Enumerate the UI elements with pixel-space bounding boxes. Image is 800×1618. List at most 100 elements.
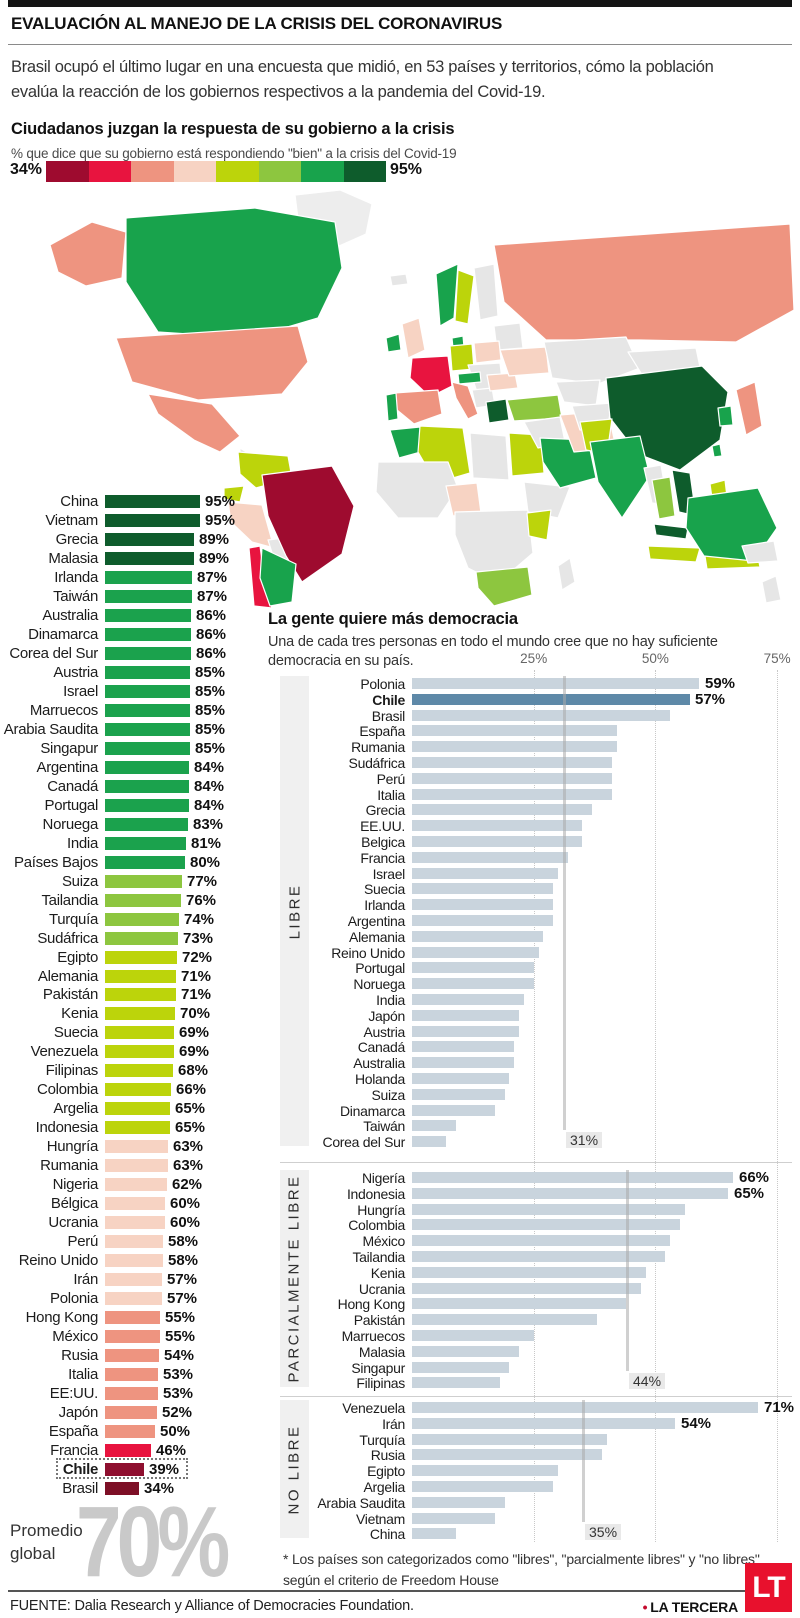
- bar-value: 71%: [181, 967, 212, 985]
- bar-value: 39%: [149, 1460, 180, 1478]
- bar-row-label: Hungría: [357, 1201, 405, 1218]
- bar-row-label: Sudáfrica: [37, 929, 98, 947]
- bar-row-label: Dinamarca: [340, 1102, 405, 1119]
- bar-row-label: Ucrania: [358, 1280, 405, 1297]
- bar: [412, 851, 568, 863]
- bar-value: 69%: [179, 1024, 210, 1042]
- bar-row-label: Noruega: [353, 976, 405, 993]
- map-region-tailandia: [651, 476, 676, 520]
- brand-bullet-icon: •: [642, 1599, 648, 1615]
- average-line: [626, 1170, 629, 1372]
- bar-row-label: EE.UU.: [360, 818, 405, 835]
- la-tercera-logo: LT: [745, 1563, 792, 1612]
- world-map: [49, 190, 795, 609]
- bar-value: 72%: [182, 948, 213, 966]
- bar-row-label: Taiwán: [53, 587, 98, 605]
- chile-highlight-box: [56, 1457, 188, 1479]
- footer-divider: [8, 1590, 792, 1592]
- bar-row-label: Singapur: [40, 739, 98, 757]
- bar-value: 57%: [167, 1271, 198, 1289]
- bar-value: 60%: [170, 1214, 201, 1232]
- bar-row-label: Bélgica: [50, 1195, 98, 1213]
- map-region-libia: [469, 432, 510, 481]
- intro-text: Brasil ocupó el último lugar en una encu…: [11, 58, 714, 101]
- bar: [105, 1425, 155, 1439]
- bar-row-label: Reino Unido: [18, 1252, 99, 1270]
- bar: [412, 1104, 495, 1116]
- bar-value: 86%: [196, 606, 227, 624]
- map-region-reino-unido: [401, 317, 426, 359]
- average-line: [563, 676, 566, 1131]
- bar: [412, 788, 612, 800]
- bar: [105, 1292, 162, 1306]
- map-region-japon: [735, 381, 763, 436]
- axis-gridline: [777, 670, 779, 1542]
- bar-row-label: Argentina: [347, 913, 406, 929]
- map-region-alaska: [49, 221, 127, 287]
- bar-row-label: Arabia Saudita: [317, 1494, 405, 1511]
- bar: [412, 1314, 597, 1326]
- bar-row-label: Canadá: [357, 1039, 406, 1056]
- bar: [412, 1433, 607, 1445]
- bar-value: 81%: [191, 834, 222, 852]
- bar-value: 60%: [170, 1195, 201, 1213]
- bar-row-label: Vietnam: [45, 511, 98, 529]
- bar: [412, 1361, 510, 1373]
- bar: [105, 1481, 139, 1495]
- bar-value: 87%: [197, 568, 228, 586]
- bar: [412, 899, 554, 911]
- bar: [105, 513, 200, 527]
- bar-value: 71%: [181, 986, 212, 1004]
- brand-lockup: • LA TERCERA: [600, 1599, 739, 1615]
- bar: [412, 1266, 646, 1278]
- bar-row-label: Argelia: [363, 1479, 406, 1495]
- bar-value: 65%: [175, 1119, 206, 1137]
- map-region-islandia: [389, 273, 409, 287]
- scale-swatch: [301, 161, 344, 182]
- bar: [105, 1102, 170, 1116]
- bar-row-label: Perú: [67, 1233, 99, 1251]
- bar-value: 89%: [199, 549, 230, 567]
- bar-value: 77%: [187, 872, 218, 890]
- group-separator: [280, 1396, 792, 1397]
- bar: [105, 1273, 162, 1287]
- bar-row-label: Hong Kong: [337, 1296, 406, 1313]
- map-region-madagascar: [557, 557, 576, 591]
- bar: [412, 867, 558, 879]
- bar: [105, 627, 191, 641]
- map-region-rumania: [486, 372, 519, 392]
- bar: [412, 1330, 534, 1341]
- bar: [105, 1026, 174, 1040]
- bar-row-label: Sudáfrica: [348, 755, 406, 771]
- bar-row-label: Marruecos: [341, 1328, 406, 1344]
- bar-value: 55%: [165, 1328, 196, 1346]
- axis-tick-label: 75%: [763, 651, 791, 666]
- bar: [105, 1083, 171, 1097]
- bar-row-label: Grecia: [55, 530, 99, 548]
- bar-row-label: Malasia: [358, 1343, 405, 1360]
- bar-value: 85%: [195, 739, 226, 757]
- bar-value: 58%: [168, 1233, 199, 1251]
- bar: [105, 665, 190, 679]
- bar: [105, 1311, 160, 1325]
- map-region-italia: [451, 381, 479, 420]
- map-region-rusia: [493, 223, 795, 343]
- bar-row-label: Argelia: [53, 1100, 98, 1118]
- map-region-portugal: [385, 392, 399, 422]
- bar-row-label: Dinamarca: [28, 625, 98, 643]
- scale-swatch: [216, 161, 259, 182]
- bar-value: 84%: [194, 777, 225, 795]
- bar-row-label: Corea del Sur: [9, 644, 98, 662]
- scale-swatch: [46, 161, 89, 182]
- bar-value: 53%: [163, 1366, 194, 1384]
- bar-row-label: Tailandia: [41, 891, 98, 909]
- average-label: 31%: [566, 1132, 603, 1149]
- bar-value: 34%: [144, 1479, 175, 1497]
- bar-value: 53%: [163, 1385, 194, 1403]
- bar-row-label: Suiza: [371, 1086, 405, 1103]
- bar-row-label: Austria: [363, 1023, 406, 1040]
- map-region-ecuador: [223, 485, 245, 503]
- bar-value: 50%: [160, 1423, 191, 1441]
- bar-row-label: Polonia: [50, 1290, 98, 1308]
- bar-row-label: Singapur: [351, 1359, 405, 1376]
